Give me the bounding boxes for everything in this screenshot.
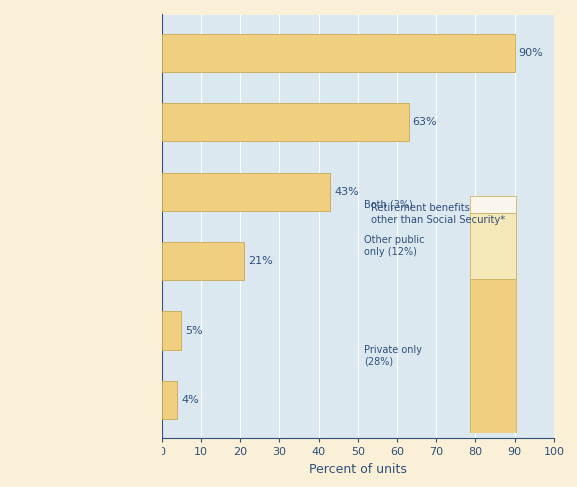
Bar (470, 213, 516, 279)
Text: 5%: 5% (185, 325, 203, 336)
Bar (162, 381, 177, 419)
Text: 43%: 43% (334, 187, 359, 197)
X-axis label: Percent of units: Percent of units (309, 463, 407, 476)
Bar (162, 34, 515, 72)
Text: Retirement benefits
other than Social Security*: Retirement benefits other than Social Se… (371, 203, 505, 225)
Bar (162, 173, 330, 211)
Bar (470, 279, 516, 433)
FancyBboxPatch shape (0, 0, 162, 460)
Text: 4%: 4% (181, 395, 199, 405)
Text: Other public
only (12%): Other public only (12%) (364, 235, 425, 257)
Text: 63%: 63% (413, 117, 437, 128)
Bar (162, 312, 181, 350)
Text: Both (3%): Both (3%) (364, 200, 413, 209)
Bar (162, 242, 244, 280)
Bar (162, 103, 409, 141)
Bar (470, 196, 516, 213)
Text: Private only
(28%): Private only (28%) (364, 345, 422, 367)
Text: 90%: 90% (519, 48, 544, 58)
Text: 21%: 21% (248, 256, 272, 266)
